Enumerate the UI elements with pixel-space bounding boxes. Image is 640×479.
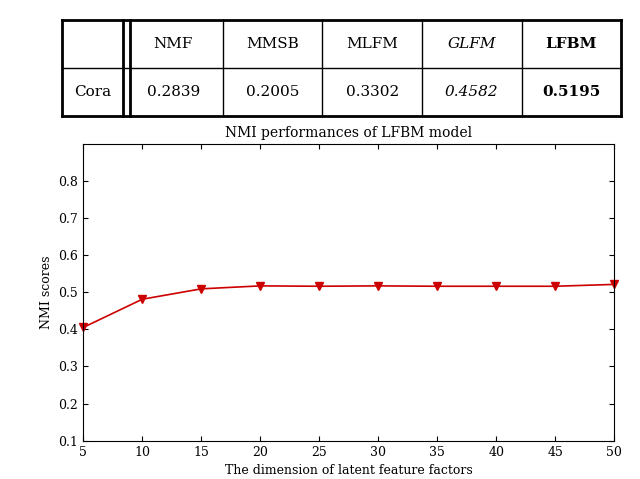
Text: 0.2005: 0.2005: [246, 85, 300, 99]
Title: NMI performances of LFBM model: NMI performances of LFBM model: [225, 126, 472, 140]
Y-axis label: NMI scores: NMI scores: [40, 255, 53, 329]
Text: Cora: Cora: [74, 85, 111, 99]
Text: NMF: NMF: [154, 37, 193, 51]
Text: MLFM: MLFM: [346, 37, 398, 51]
Text: 0.4582: 0.4582: [445, 85, 499, 99]
Text: LFBM: LFBM: [545, 37, 597, 51]
Text: 0.3302: 0.3302: [346, 85, 399, 99]
X-axis label: The dimension of latent feature factors: The dimension of latent feature factors: [225, 464, 473, 477]
Text: GLFM: GLFM: [447, 37, 496, 51]
Text: 0.5195: 0.5195: [542, 85, 600, 99]
Text: 0.2839: 0.2839: [147, 85, 200, 99]
Text: MMSB: MMSB: [246, 37, 299, 51]
